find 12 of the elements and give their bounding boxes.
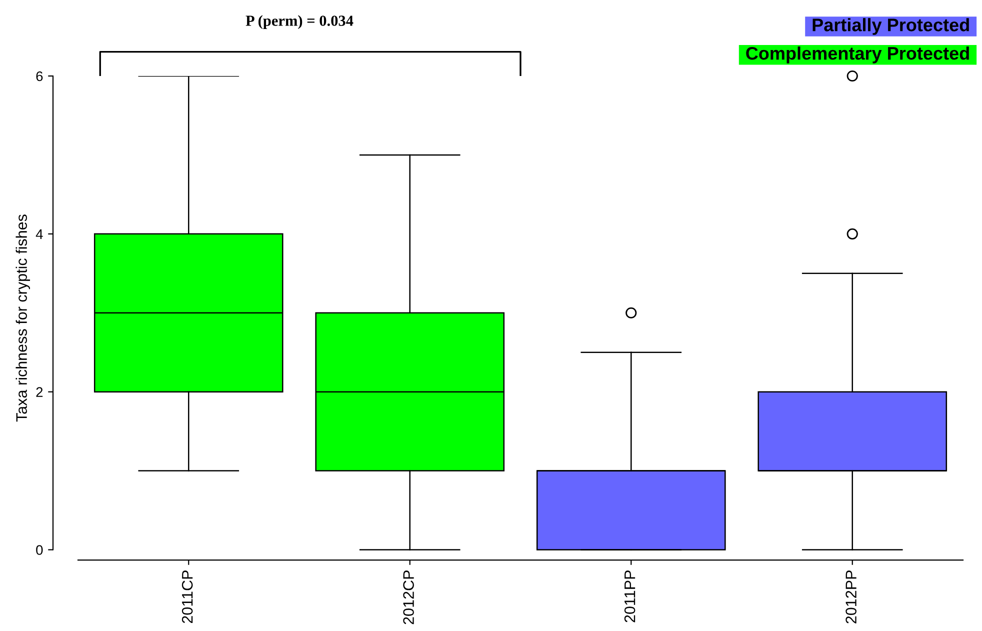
x-tick-label: 2012PP bbox=[846, 570, 856, 624]
x-tick-label: 2011CP bbox=[182, 570, 193, 624]
y-tick-label: 6 bbox=[36, 71, 43, 82]
y-tick-label: 4 bbox=[36, 229, 43, 239]
text: P (perm) = 0.034 bbox=[246, 15, 354, 30]
text: Partially Protected bbox=[812, 18, 969, 35]
x-tick-label: 2011PP bbox=[624, 570, 636, 622]
x-tick-label: 2012CP bbox=[403, 570, 414, 624]
y-axis-title: Taxa richness for cryptic fishes bbox=[16, 214, 30, 422]
y-tick-label: 0 bbox=[36, 545, 43, 555]
text: Complementary Protected bbox=[746, 46, 969, 64]
y-tick-label: 2 bbox=[36, 387, 43, 397]
